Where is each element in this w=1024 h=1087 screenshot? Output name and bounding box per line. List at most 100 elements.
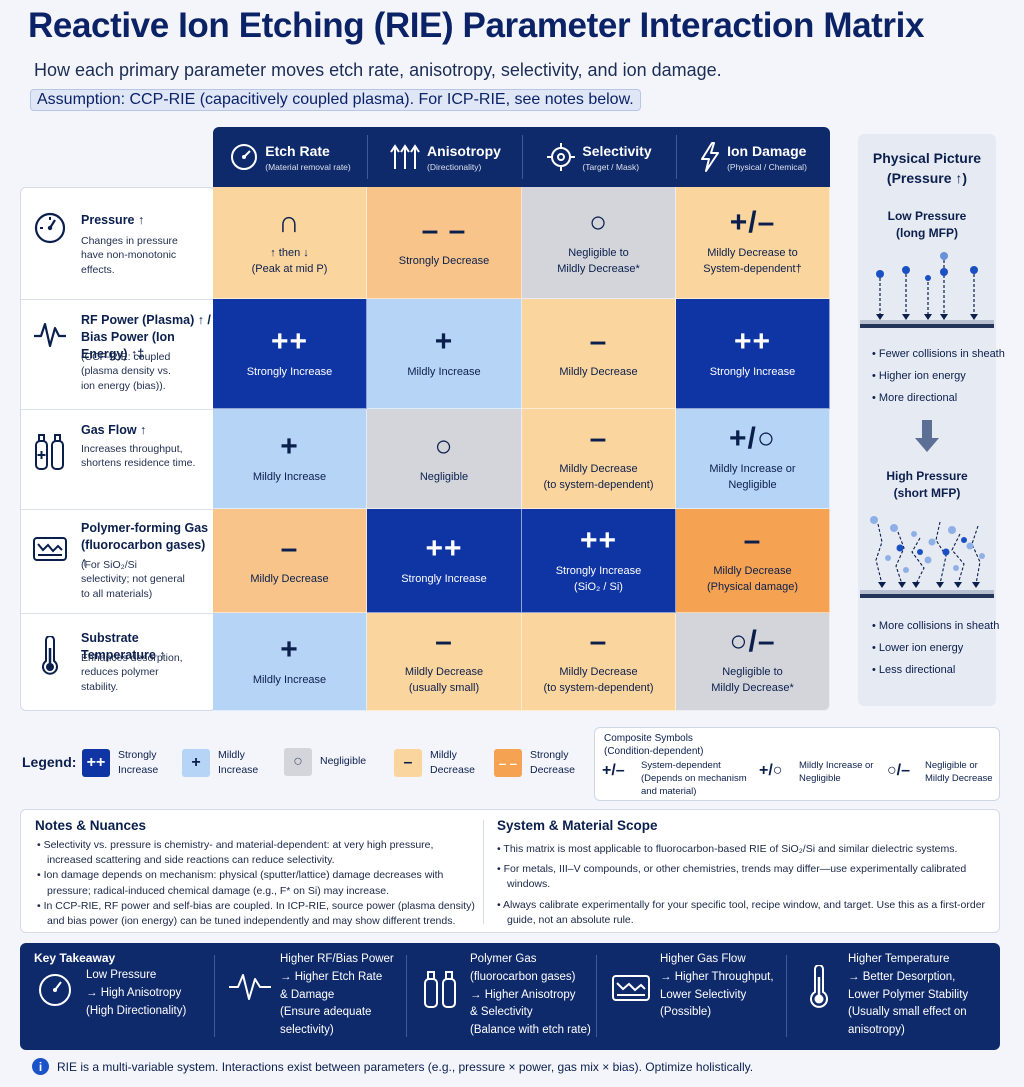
matrix-cell: – Mildly Decrease (Physical damage) [676,509,830,613]
cell-label: Mildly Decrease [559,462,638,475]
page-title: Reactive Ion Etching (RIE) Parameter Int… [28,6,925,45]
cell-label: System-dependent† [703,262,802,275]
high-pressure-label: High Pressure (short MFP) [886,469,968,500]
composite-text: System-dependent (Depends on mechanism a… [641,760,747,797]
cell-symbol: + [280,429,299,463]
key-takeaway-bar: Key Takeaway Low Pressure → High Anisotro… [20,943,1000,1050]
column-title: Selectivity [582,142,652,159]
matrix-cell: – – Strongly Decrease [367,187,522,299]
matrix-cell: +/○ Mildly Increase or Negligible [676,409,830,509]
cell-label: Strongly Increase [709,365,796,378]
high-bullet: • More collisions in sheath [872,620,1000,632]
row-description: Enhances desorption, reduces polymer sta… [81,652,183,693]
row-labels-panel: Pressure ↑ Changes in pressure have non-… [20,187,217,711]
row-title: RF Power (Plasma) ↑ / Bias Power (Ion En… [81,313,211,361]
cell-label: (Peak at mid P) [251,262,328,275]
takeaway-line: (fluorocarbon gases) [470,970,576,983]
thermometer-icon [42,636,58,675]
legend-item: – – Strongly Decrease [494,748,584,778]
row-description: Changes in pressure have non-monotonic e… [81,235,178,276]
column-title: Anisotropy [427,142,501,159]
legend-item: + Mildly Increase [182,748,264,778]
row-title: Polymer-forming Gas (fluorocarbon gases)… [81,521,209,569]
legend-swatch: – [394,749,422,778]
takeaway-item: Higher RF/Bias Power → Higher Etch Rate & … [280,951,410,1040]
row-label-substrate-temperature: Substrate Temperature ↑ Enhances desorpt… [21,614,217,711]
column-subtitle: (Physical / Chemical) [727,161,807,172]
matrix-cell: + Mildly Increase [213,613,367,711]
note-item: In CCP-RIE, RF power and self-bias are c… [43,899,475,928]
composite-symbol: +/– [602,762,625,779]
matrix-cell: – Mildly Decrease (to system-dependent) [522,613,676,711]
takeaway-line: selectivity) [280,1024,334,1037]
note-item: Selectivity vs. pressure is chemistry- a… [43,839,434,867]
cell-label: Negligible [728,478,777,491]
takeaway-line: (Ensure adequate [280,1006,372,1019]
cell-symbol: ++ [270,324,309,358]
composite-symbols-box: Composite Symbols (Condition-dependent) … [594,727,1000,801]
row-description: Increases throughput, shortens residence… [81,443,196,470]
cell-label: Mildly Increase [252,673,327,686]
column-subtitle: (Directionality) [427,161,482,172]
cell-symbol: – [589,624,608,658]
composite-text: Mildly Increase or Negligible [799,760,874,784]
matrix-cell: +/– Mildly Decrease to System-dependent† [676,187,830,299]
matrix-cell: ○/– Negligible to Mildly Decrease* [676,613,830,711]
cell-label: Strongly Increase [555,564,642,577]
cell-label: Mildly Decrease [713,564,792,577]
column-header-etch-rate: Etch Rate (Material removal rate) [213,127,367,187]
matrix-cell: ++ Strongly Increase [213,299,367,409]
takeaway-line: → Higher Anisotropy [470,988,576,1001]
takeaway-line: → Better Desorption, [848,970,956,983]
waveform-icon [229,974,271,1000]
takeaway-line: & Damage [280,988,335,1001]
physical-picture-panel: Physical Picture (Pressure ↑) Low Pressu… [858,134,1005,706]
footer-note: i RIE is a multi-variable system. Intera… [32,1058,753,1075]
low-pressure-label: Low Pressure (long MFP) [887,209,967,240]
takeaway-line: → Higher Etch Rate [280,970,383,983]
gauge-icon [231,144,258,170]
cell-label: ↑ then ↓ [270,246,309,259]
lightning-icon [701,142,720,172]
cell-label: Strongly Decrease [398,254,490,267]
takeaway-item: Low Pressure → High Anisotropy (High Direc… [86,967,216,1020]
matrix-cell: ++ Strongly Increase (SiO₂ / Si) [522,509,676,613]
gas-cylinder-icon [35,434,64,470]
cell-symbol: – – [421,213,467,247]
cell-label: (SiO₂ / Si) [574,580,623,593]
page-subtitle: How each primary parameter moves etch ra… [34,60,722,80]
cell-label: Mildly Decrease [250,572,329,585]
legend-text: Strongly Increase [118,749,159,777]
takeaway-line: → High Anisotropy [86,986,182,999]
takeaway-line: & Selectivity [470,1006,533,1019]
takeaway-line: Higher Temperature [848,953,950,965]
matrix-cell: ∩ ↑ then ↓ (Peak at mid P) [213,187,367,299]
notes-list: • Selectivity vs. pressure is chemistry-… [37,839,475,928]
takeaway-item: Higher Temperature → Better Desorption, Lo… [848,951,998,1040]
column-header-ion-damage: Ion Damage (Physical / Chemical) [676,127,830,187]
cell-label: Negligible to [568,246,629,259]
matrix-cell: ○ Negligible [367,409,522,509]
low-bullet: • Fewer collisions in sheath [872,348,1005,360]
up-arrows-icon [390,144,420,169]
notes-title: Notes & Nuances [35,818,147,833]
gauge-icon [39,974,71,1006]
cell-label: Mildly Decrease [404,665,484,678]
gas-cylinder-icon [424,971,456,1008]
column-title: Ion Damage [727,142,807,159]
takeaway-line: Higher RF/Bias Power [280,953,394,965]
takeaway-item: Higher Gas Flow → Higher Throughput, Lower… [660,951,790,1022]
gauge-icon [34,212,66,244]
takeaway-line: Polymer Gas [470,953,537,965]
takeaway-line: Lower Polymer Stability [848,988,969,1001]
row-title: Pressure ↑ [81,213,145,227]
legend-swatch: ○ [284,748,312,776]
cell-symbol: ○ [588,205,609,239]
cell-symbol: + [434,324,454,358]
side-title: Physical Picture (Pressure ↑) [872,150,982,187]
polymer-tray-icon [33,537,67,561]
high-bullet: • Less directional [872,664,956,676]
row-description: (CCP-RIE: coupled (plasma density vs. io… [81,351,171,392]
takeaway-line: (Balance with etch rate) [470,1024,591,1037]
scope-title: System & Material Scope [497,818,658,833]
